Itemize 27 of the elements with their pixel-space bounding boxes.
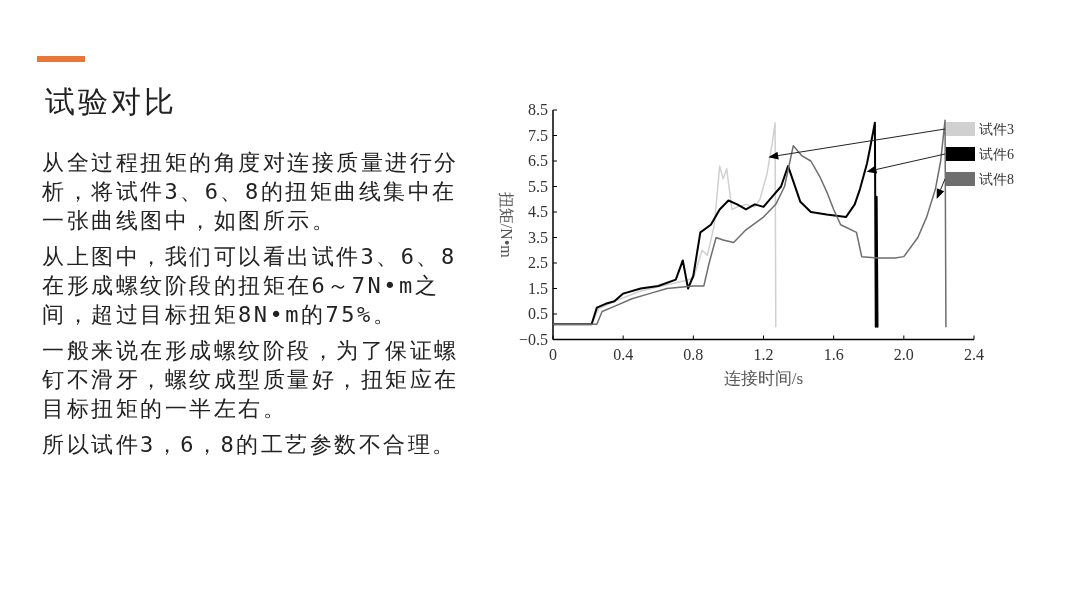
legend-label: 试件8 — [979, 172, 1014, 187]
x-tick-label: 0.4 — [613, 345, 634, 363]
x-tick-label: 2.4 — [964, 345, 984, 363]
legend-label: 试件3 — [979, 122, 1014, 137]
x-tick-label: 0 — [549, 345, 557, 363]
x-tick-label: 1.6 — [823, 345, 844, 363]
y-tick-label: 2.5 — [528, 254, 548, 271]
y-tick-label: 0.5 — [528, 305, 548, 322]
text: 从上图中，我们可以看出试件3、6、8在形成螺纹阶段的扭矩在6～7N•m之间，超过目标扭矩8N•m的75%。 — [42, 243, 458, 329]
x-axis-title: 连接时间/s — [723, 368, 804, 388]
y-tick-label: −0.5 — [518, 330, 548, 348]
y-tick-label: 8.5 — [528, 101, 548, 118]
x-tick-label: 1.2 — [753, 345, 774, 363]
text: 所以试件3，6，8的工艺参数不合理。 — [42, 431, 458, 459]
x-tick-label: 0.8 — [683, 345, 704, 363]
y-tick-label: 7.5 — [528, 126, 548, 144]
y-tick-label: 5.5 — [528, 177, 548, 195]
text: 从全过程扭矩的角度对连接质量进行分析，将试件3、6、8的扭矩曲线集中在一张曲线图中，如图所示。 — [42, 149, 460, 235]
legend-label: 试件6 — [979, 147, 1014, 162]
x-tick-label: 2.0 — [893, 345, 914, 363]
y-tick-label: 3.5 — [528, 228, 548, 246]
y-tick-label: 4.5 — [528, 203, 548, 220]
y-tick-label: 1.5 — [528, 279, 548, 297]
y-axis-title: 扭矩/N•m — [498, 191, 515, 259]
text: 试验对比 — [45, 83, 177, 121]
text: 一般来说在形成螺纹阶段，为了保证螺钉不滑牙，螺纹成型质量好，扭矩应在目标扭矩的一半左右。 — [42, 337, 460, 423]
y-tick-label: 6.5 — [528, 152, 548, 169]
